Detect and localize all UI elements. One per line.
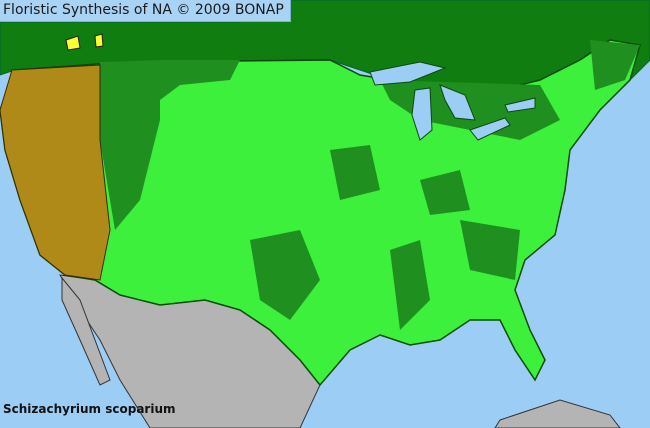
cuba	[494, 399, 621, 428]
species-label: Schizachyrium scoparium	[3, 402, 176, 416]
great-lakes	[369, 61, 536, 141]
map-title: Floristic Synthesis of NA © 2009 BONAP	[0, 0, 291, 22]
western-absent-region	[0, 64, 111, 281]
baja-peninsula	[61, 276, 111, 386]
rare-occurrence	[65, 33, 104, 51]
